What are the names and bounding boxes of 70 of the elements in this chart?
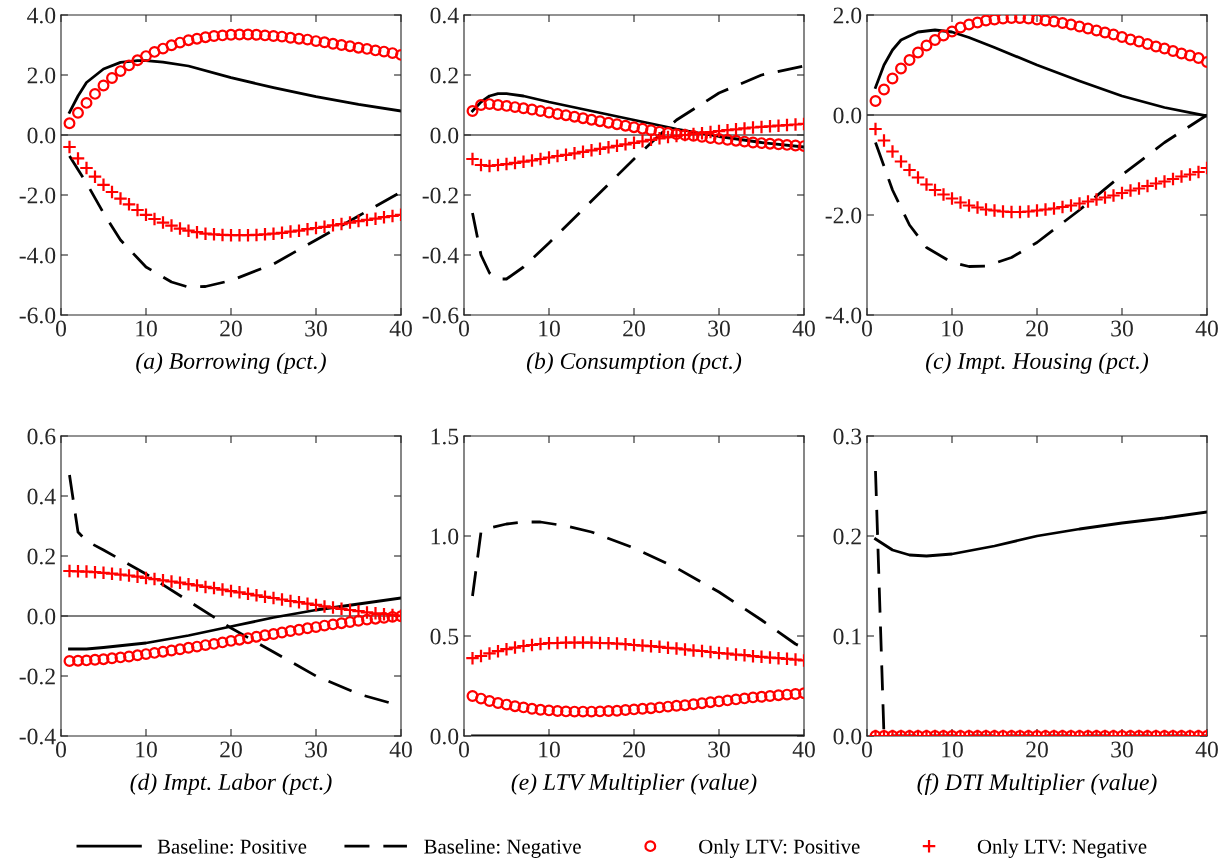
x-tick-label: 20: [623, 741, 645, 758]
x-axis-title: (e) LTV Multiplier (value): [511, 773, 757, 795]
x-axis-title: (b) Consumption (pct.): [526, 352, 742, 374]
x-tick-label: 40: [389, 320, 412, 337]
y-tick-label: 0.0: [430, 127, 459, 144]
x-tick-label: 40: [1195, 320, 1218, 337]
y-tick-label: -2.0: [19, 187, 56, 204]
y-tick-label: 0.2: [430, 67, 458, 84]
y-tick-label: 0.0: [833, 728, 862, 745]
y-tick-label: 0.0: [430, 728, 459, 745]
x-tick-label: 10: [539, 741, 560, 758]
y-tick-label: 0.1: [833, 628, 861, 645]
y-tick-label: 0.2: [833, 528, 861, 545]
y-tick-label: 0.4: [430, 7, 459, 24]
y-tick-label: -0.2: [422, 187, 458, 204]
x-tick-label: 0: [459, 320, 469, 337]
x-tick-label: 30: [1111, 320, 1133, 337]
x-tick-label: 10: [942, 320, 963, 337]
y-tick-label: -0.2: [19, 668, 55, 685]
y-tick-label: 0.0: [833, 107, 862, 124]
x-tick-label: 20: [220, 320, 242, 337]
x-tick-label: 20: [1026, 741, 1048, 758]
x-tick-label: 10: [136, 741, 157, 758]
y-tick-label: -6.0: [19, 307, 56, 324]
y-tick-label: -0.4: [422, 247, 459, 264]
y-tick-label: -0.4: [19, 728, 56, 745]
y-tick-label: 0.5: [430, 628, 459, 645]
y-tick-label: 2.0: [833, 7, 862, 24]
x-axis-title: (f) DTI Multiplier (value): [917, 773, 1157, 796]
x-tick-label: 10: [539, 320, 560, 337]
x-tick-label: 20: [1026, 320, 1048, 337]
y-tick-label: -2.0: [825, 207, 862, 224]
y-tick-label: 0.3: [833, 428, 862, 445]
x-tick-label: 40: [792, 320, 815, 337]
x-tick-label: 30: [305, 741, 327, 758]
x-tick-label: 30: [708, 320, 730, 337]
x-axis-title: (d) Impt. Labor (pct.): [130, 773, 332, 795]
x-tick-label: 10: [942, 741, 963, 758]
x-tick-label: 0: [862, 741, 872, 758]
x-axis-title: (c) Impt. Housing (pct.): [926, 352, 1149, 374]
x-tick-label: 40: [1195, 741, 1218, 758]
y-tick-label: 0.4: [27, 488, 56, 505]
x-tick-label: 30: [1111, 741, 1133, 758]
x-tick-label: 30: [305, 320, 327, 337]
legend-label: Baseline: Negative: [424, 838, 581, 858]
x-tick-label: 0: [56, 320, 66, 337]
x-tick-label: 0: [862, 320, 872, 337]
y-tick-label: -0.6: [422, 307, 459, 324]
x-tick-label: 0: [56, 741, 66, 758]
legend-label: Only LTV: Positive: [699, 838, 860, 858]
y-tick-label: -4.0: [19, 247, 56, 264]
y-tick-label: 1.5: [431, 428, 459, 445]
x-tick-label: 30: [708, 741, 730, 758]
y-tick-label: 0.0: [27, 608, 56, 625]
x-tick-label: 40: [792, 741, 815, 758]
x-tick-label: 20: [623, 320, 645, 337]
legend-label: Only LTV: Negative: [977, 838, 1147, 858]
x-tick-label: 10: [136, 320, 157, 337]
y-tick-label: 4.0: [27, 7, 56, 24]
x-axis-title: (a) Borrowing (pct.): [136, 352, 326, 374]
x-tick-label: 0: [459, 741, 469, 758]
legend-label: Baseline: Positive: [157, 838, 307, 854]
y-tick-label: 1.0: [431, 528, 459, 545]
y-tick-label: -4.0: [825, 307, 862, 324]
x-tick-label: 40: [389, 741, 412, 758]
y-tick-label: 0.6: [27, 428, 56, 445]
y-tick-label: 2.0: [27, 67, 56, 84]
y-tick-label: 0.0: [27, 127, 56, 144]
y-tick-label: 0.2: [27, 548, 55, 565]
x-tick-label: 20: [220, 741, 242, 758]
